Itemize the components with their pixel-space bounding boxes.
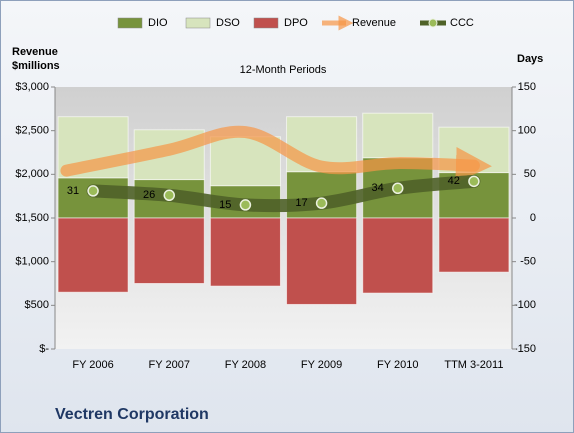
- y-axis-label: Revenue: [12, 46, 58, 58]
- x-tick-label: FY 2009: [301, 359, 342, 371]
- y2-tick-label: 150: [518, 81, 536, 93]
- ccc-point: [392, 182, 404, 195]
- legend-label: Revenue: [352, 17, 396, 29]
- x-tick-label: FY 2008: [225, 359, 266, 371]
- bar: [362, 217, 434, 294]
- ccc-point: [163, 189, 175, 202]
- legend-swatch: [185, 17, 211, 29]
- legend-swatch: [428, 18, 438, 28]
- y2-tick-label: -50: [520, 256, 536, 268]
- y-tick-label: $-: [39, 343, 49, 355]
- y-tick-label: $1,000: [15, 256, 49, 268]
- bar: [133, 217, 205, 284]
- legend-swatch: [117, 17, 143, 29]
- y2-tick-label: -150: [514, 343, 536, 355]
- y2-tick-label: -100: [514, 299, 536, 311]
- x-tick-label: FY 2010: [377, 359, 418, 371]
- ccc-point: [87, 185, 99, 197]
- bar: [286, 217, 358, 305]
- chart-title: 12-Month Periods: [240, 64, 327, 76]
- data-label: 31: [67, 185, 79, 197]
- x-tick-label: TTM 3-2011: [444, 359, 503, 371]
- bar: [438, 217, 510, 273]
- ccc-line: [86, 174, 481, 213]
- data-label: 26: [143, 189, 155, 201]
- y-axis-label: $millions: [12, 60, 60, 72]
- legend-label: CCC: [450, 17, 474, 29]
- revenue-line: [60, 125, 492, 183]
- legend-swatch: [253, 17, 279, 29]
- bar: [209, 217, 281, 287]
- y2-tick-label: 0: [530, 212, 536, 224]
- y-tick-label: $2,500: [15, 125, 49, 137]
- footer: Vectren Corporation: [55, 406, 209, 423]
- y2-tick-label: 50: [524, 168, 536, 180]
- ccc-point: [239, 199, 252, 211]
- legend-label: DSO: [216, 17, 240, 29]
- x-tick-label: FY 2006: [72, 359, 113, 371]
- y2-axis-label: Days: [517, 53, 543, 65]
- data-label: 42: [448, 175, 460, 187]
- ccc-point: [315, 197, 328, 209]
- legend-label: DPO: [284, 17, 308, 29]
- bar: [362, 112, 434, 159]
- plot-area: [55, 87, 512, 349]
- y2-tick-label: 100: [518, 125, 536, 137]
- ccc-point: [468, 175, 480, 188]
- y-tick-label: $500: [25, 299, 49, 311]
- legend-label: DIO: [148, 17, 168, 29]
- y-tick-label: $2,000: [15, 168, 49, 180]
- x-tick-label: FY 2007: [149, 359, 190, 371]
- y-tick-label: $3,000: [15, 81, 49, 93]
- bar: [57, 217, 129, 293]
- data-label: 17: [295, 197, 307, 209]
- data-label: 15: [219, 199, 231, 211]
- data-label: 34: [372, 182, 384, 194]
- y-tick-label: $1,500: [15, 212, 49, 224]
